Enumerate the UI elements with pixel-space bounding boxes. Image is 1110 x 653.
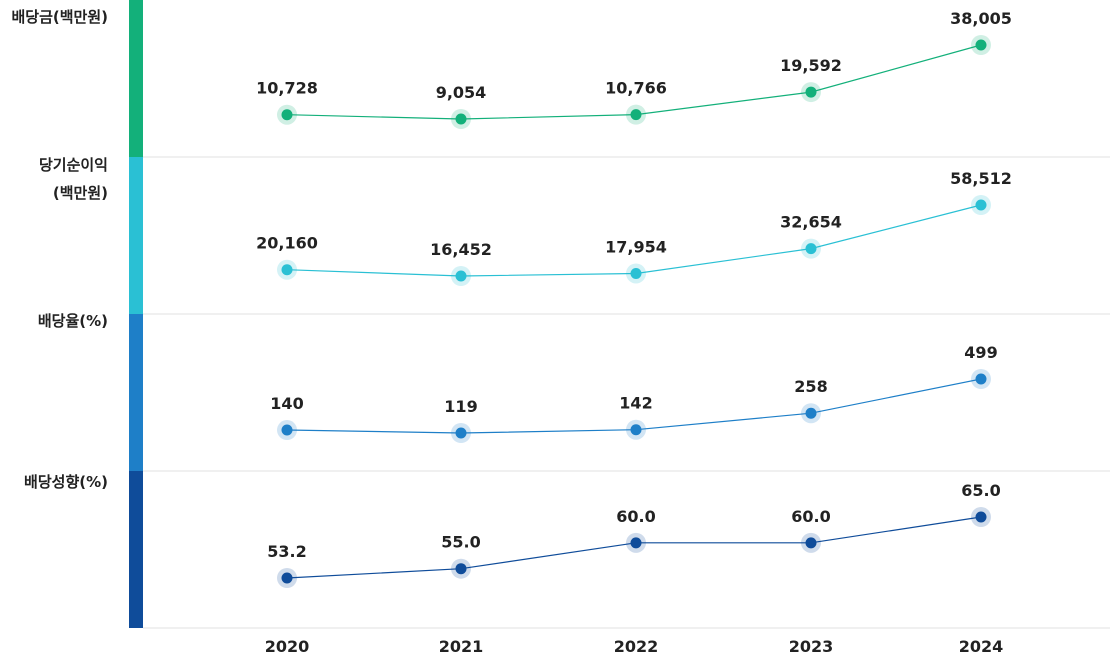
data-label-s4-2022: 60.0 — [616, 507, 655, 526]
data-point-s2-2022 — [630, 267, 642, 279]
data-label-s2-2020: 20,160 — [256, 234, 318, 253]
data-point-s4-2023 — [805, 537, 817, 549]
data-point-s4-2024 — [975, 511, 987, 523]
data-label-s4-2023: 60.0 — [791, 507, 830, 526]
data-label-s2-2023: 32,654 — [780, 213, 842, 232]
data-label-s1-2022: 10,766 — [605, 79, 667, 98]
data-point-s4-2021 — [455, 563, 467, 575]
x-tick-label-2021: 2021 — [439, 637, 484, 653]
row-label-2-line-1: 당기순이익 — [39, 156, 108, 174]
x-axis: 2020 2021 2022 2023 2024 — [265, 637, 1004, 653]
data-label-s4-2021: 55.0 — [441, 533, 480, 552]
x-tick-label-2022: 2022 — [614, 637, 659, 653]
data-label-s2-2021: 16,452 — [430, 240, 492, 259]
row-label-4: 배당성향(%) — [24, 473, 108, 491]
data-label-s3-2023: 258 — [794, 377, 827, 396]
data-label-s4-2024: 65.0 — [961, 481, 1000, 500]
x-tick-label-2020: 2020 — [265, 637, 310, 653]
data-label-s4-2020: 53.2 — [267, 542, 306, 561]
row-label-3: 배당율(%) — [38, 312, 108, 330]
x-tick-label-2023: 2023 — [789, 637, 834, 653]
series-lines: 10,728 9,054 10,766 19,592 38,005 20,160 16,45… — [256, 9, 1012, 588]
data-point-s1-2023 — [805, 86, 817, 98]
row-labels: 배당금(백만원) 당기순이익 (백만원) 배당율(%) 배당성향(%) — [11, 8, 108, 491]
data-point-s3-2021 — [455, 427, 467, 439]
data-label-s1-2023: 19,592 — [780, 56, 842, 75]
data-point-s4-2022 — [630, 537, 642, 549]
data-point-s4-2020 — [281, 572, 293, 584]
data-label-s2-2024: 58,512 — [950, 169, 1012, 188]
data-point-s3-2024 — [975, 373, 987, 385]
data-point-s3-2020 — [281, 424, 293, 436]
data-point-s1-2021 — [455, 113, 467, 125]
data-label-s1-2020: 10,728 — [256, 79, 318, 98]
band-1 — [129, 0, 143, 157]
data-point-s2-2024 — [975, 199, 987, 211]
row-label-2-line-2: (백만원) — [53, 184, 108, 202]
data-point-s1-2024 — [975, 39, 987, 51]
data-point-s3-2022 — [630, 424, 642, 436]
data-point-s1-2020 — [281, 109, 293, 121]
data-label-s1-2021: 9,054 — [436, 83, 487, 102]
data-point-s1-2022 — [630, 109, 642, 121]
row-label-1: 배당금(백만원) — [11, 8, 108, 26]
data-label-s3-2021: 119 — [444, 397, 477, 416]
data-label-s3-2024: 499 — [964, 343, 997, 362]
band-2 — [129, 157, 143, 314]
x-tick-label-2024: 2024 — [959, 637, 1004, 653]
data-label-s1-2024: 38,005 — [950, 9, 1012, 28]
data-label-s2-2022: 17,954 — [605, 237, 667, 256]
data-label-s3-2022: 142 — [619, 394, 652, 413]
data-point-s2-2020 — [281, 264, 293, 276]
data-label-s3-2020: 140 — [270, 394, 303, 413]
data-point-s2-2023 — [805, 243, 817, 255]
panel-dividers — [143, 156, 1110, 629]
data-point-s3-2023 — [805, 407, 817, 419]
band-4 — [129, 471, 143, 628]
data-point-s2-2021 — [455, 270, 467, 282]
band-3 — [129, 314, 143, 471]
panel-bands — [129, 0, 143, 628]
